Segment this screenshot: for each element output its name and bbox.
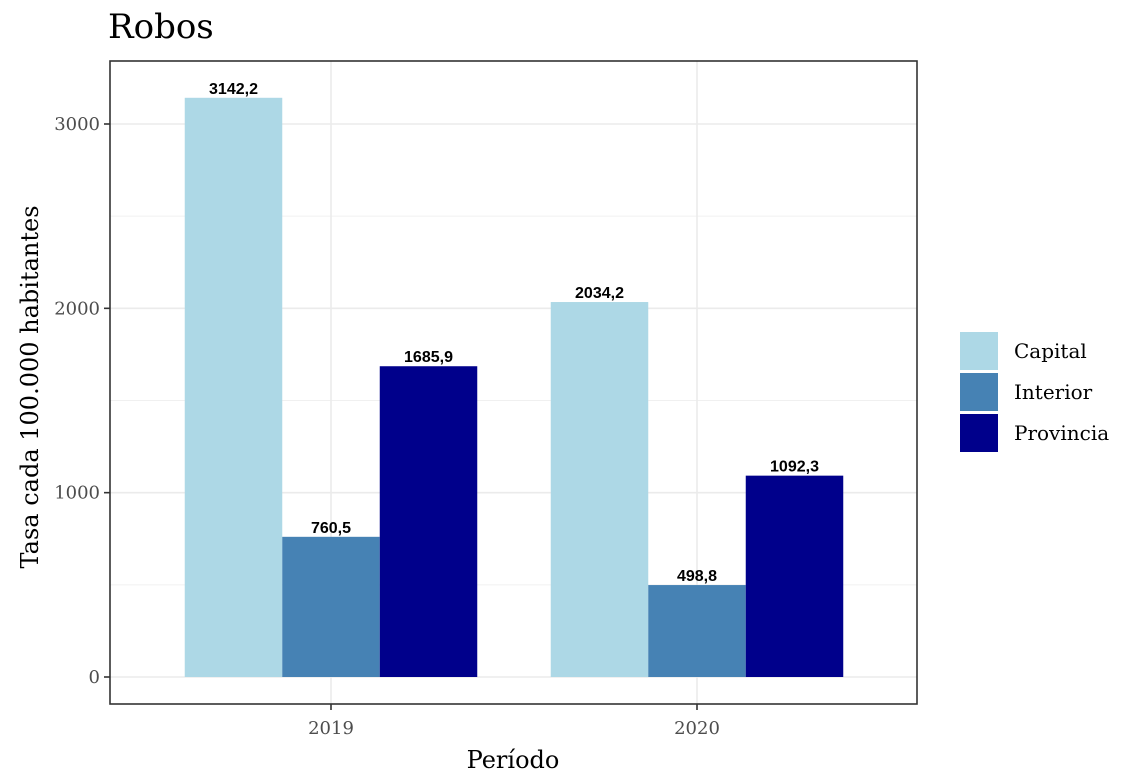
y-tick-label: 1000 [54, 483, 100, 504]
bar-interior-2020 [648, 585, 746, 677]
y-tick-label: 2000 [54, 298, 100, 319]
bar-interior-2019 [282, 536, 380, 677]
bar-provincia-2020 [745, 475, 844, 677]
plot-area: 3142,2 2034,2 760,5 498,8 1685,9 1092,3 0 1000 2… [54, 60, 918, 739]
x-tick-label: 2020 [674, 718, 720, 739]
legend-label-interior: Interior [1014, 380, 1093, 404]
legend-label-provincia: Provincia [1014, 421, 1109, 445]
data-label: 3142,2 [209, 81, 258, 98]
bar-capital-2020 [550, 302, 649, 677]
y-axis-title: Tasa cada 100.000 habitantes [16, 205, 44, 568]
data-label: 498,8 [677, 568, 717, 585]
legend-key-provincia [960, 414, 998, 452]
legend-key-interior [960, 373, 998, 411]
bar-capital-2019 [184, 97, 283, 678]
bar-provincia-2019 [379, 366, 478, 677]
legend-key-capital [960, 332, 998, 370]
x-tick-label: 2019 [308, 718, 354, 739]
data-label: 2034,2 [575, 285, 624, 302]
legend-label-capital: Capital [1014, 339, 1087, 363]
legend: Capital Interior Provincia [960, 332, 1109, 452]
y-tick-label: 0 [89, 667, 100, 688]
data-label: 1685,9 [404, 349, 453, 366]
y-tick-label: 3000 [54, 114, 100, 135]
x-axis-title: Período [467, 746, 560, 773]
data-label: 760,5 [311, 520, 351, 537]
plot-border [109, 60, 918, 705]
chart-title: Robos [108, 7, 214, 47]
data-label: 1092,3 [770, 459, 819, 476]
